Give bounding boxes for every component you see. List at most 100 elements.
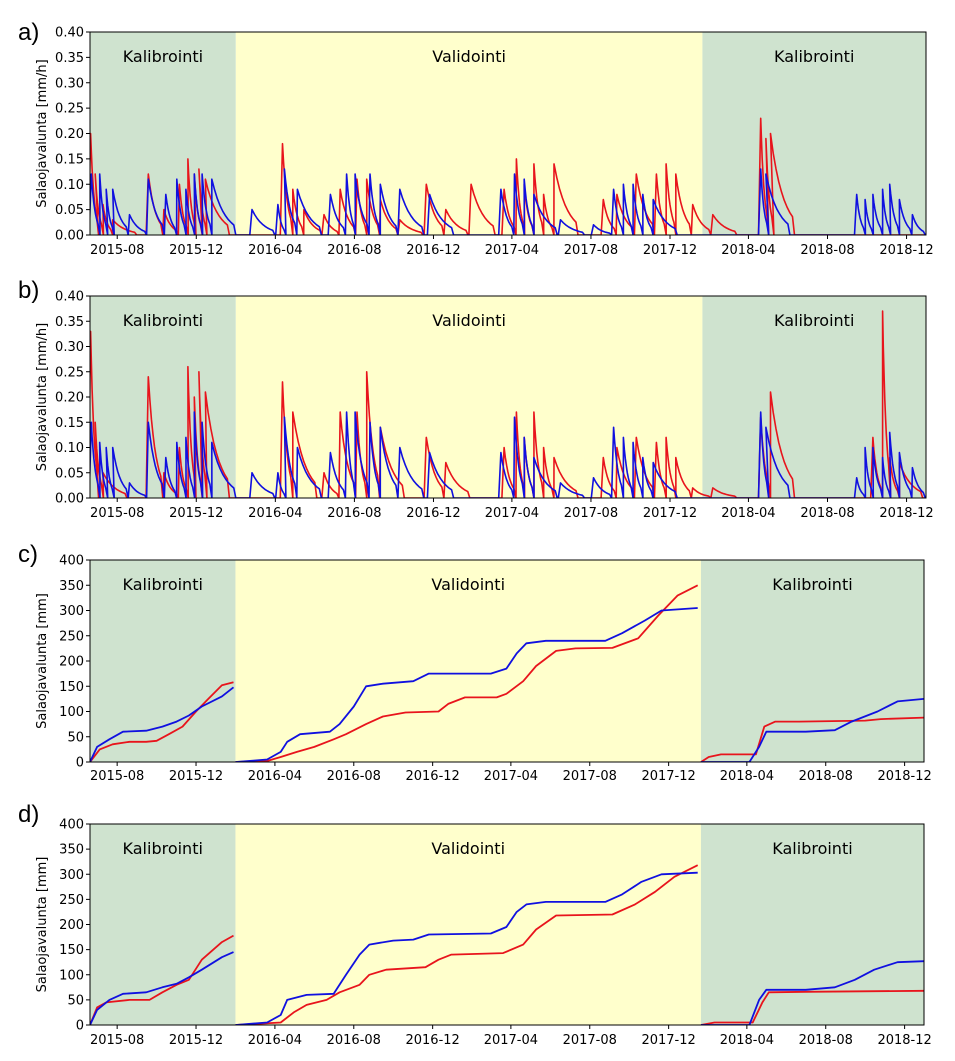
x-tick-label: 2016-08 [327,243,381,258]
period-label-calibration: Kalibrointi [772,575,852,594]
period-band-validation [235,824,701,1025]
y-tick-label: 0.15 [55,152,84,167]
series-line-red-segment-2 [235,864,699,1025]
series-group [90,310,926,498]
period-label-calibration: Kalibrointi [123,47,203,66]
chart-panel-2: Kalibrointi Validointi Kalibrointi 0.00 0.05… [18,277,934,521]
x-tick-label: 2016-04 [248,1033,302,1048]
y-tick-label: 300 [59,604,84,619]
x-tick-label: 2016-12 [406,506,460,521]
x-tick-label: 2017-12 [643,243,697,258]
panel-label: c) [18,541,38,568]
y-tick-label: 0.10 [55,441,84,456]
x-tick-label: 2017-04 [485,243,539,258]
y-tick-label: 0.30 [55,76,84,91]
y-tick-label: 100 [59,968,84,983]
series-group [90,117,926,235]
y-tick-label: 0 [76,1019,84,1034]
x-tick-label: 2018-12 [877,769,931,784]
y-tick-label: 0.10 [55,178,84,193]
period-label-calibration: Kalibrointi [123,839,203,858]
series-group [90,584,924,762]
x-tick-label: 2018-04 [720,769,774,784]
x-tick-label: 2018-04 [720,1033,774,1048]
series-line-blue-segment-3 [701,960,924,1025]
y-tick-label: 0.40 [55,290,84,305]
x-tick-label: 2015-08 [90,1033,144,1048]
y-tick-label: 0.35 [55,51,84,66]
y-axis-label: Salaojavalunta [mm/h] [35,59,50,207]
y-tick-label: 400 [59,554,84,569]
x-tick-label: 2015-12 [169,506,223,521]
x-tick-label: 2017-04 [484,1033,538,1048]
x-tick-label: 2016-08 [327,506,381,521]
x-tick-label: 2018-12 [877,1033,931,1048]
period-label-validation: Validointi [432,47,506,66]
y-tick-label: 0.05 [55,466,84,481]
y-tick-label: 200 [59,655,84,670]
x-tick-label: 2017-12 [643,506,697,521]
x-tick-label: 2018-08 [800,506,854,521]
panel-label: d) [18,801,39,828]
y-axis-label: Salaojavalunta [mm/h] [35,323,50,471]
period-label-validation: Validointi [431,575,505,594]
x-tick-label: 2017-08 [564,506,618,521]
x-tick-label: 2015-12 [169,1033,223,1048]
x-tick-label: 2016-08 [327,1033,381,1048]
x-tick-label: 2018-12 [879,243,933,258]
y-tick-label: 50 [67,993,84,1008]
y-tick-label: 300 [59,868,84,883]
series-line-blue [90,411,926,498]
series-line-blue-segment-2 [235,607,698,762]
period-label-validation: Validointi [432,311,506,330]
y-tick-label: 0.25 [55,102,84,117]
period-label-calibration: Kalibrointi [123,575,203,594]
series-group [90,864,924,1025]
period-label-validation: Validointi [431,839,505,858]
x-tick-label: 2018-08 [799,1033,853,1048]
x-tick-label: 2017-08 [564,243,618,258]
y-tick-label: 50 [67,730,84,745]
x-tick-label: 2017-12 [641,769,695,784]
x-tick-label: 2017-04 [485,506,539,521]
chart-panel-1: Kalibrointi Validointi Kalibrointi 0.00 0.05… [18,19,934,258]
period-band-calibration [700,560,924,762]
y-tick-label: 0.00 [55,229,84,244]
y-tick-label: 350 [59,843,84,858]
y-tick-label: 150 [59,680,84,695]
x-tick-label: 2018-04 [721,506,775,521]
panel-label: b) [18,277,39,304]
y-tick-label: 0.20 [55,391,84,406]
y-tick-label: 200 [59,918,84,933]
series-line-red-segment-2 [235,584,699,762]
x-tick-label: 2018-08 [799,769,853,784]
x-tick-label: 2016-12 [405,1033,459,1048]
x-tick-label: 2017-12 [641,1033,695,1048]
panel-label: a) [18,19,39,46]
y-tick-label: 0.30 [55,340,84,355]
x-tick-label: 2018-12 [879,506,933,521]
y-tick-label: 250 [59,893,84,908]
chart-panel-3: Kalibrointi Validointi Kalibrointi 0 50 100 15… [18,541,932,784]
x-tick-label: 2016-04 [248,769,302,784]
series-line-red-segment-3 [700,716,924,762]
x-tick-label: 2016-12 [406,243,460,258]
y-tick-label: 0.40 [55,26,84,41]
period-band-validation [235,296,703,498]
x-tick-label: 2017-08 [563,769,617,784]
y-tick-label: 350 [59,579,84,594]
y-tick-label: 0.05 [55,203,84,218]
series-line-blue-segment-2 [235,871,698,1025]
y-tick-label: 0.15 [55,416,84,431]
y-axis-label: Salaojavalunta [mm] [35,593,50,729]
period-label-calibration: Kalibrointi [123,311,203,330]
y-tick-label: 0.00 [55,492,84,507]
series-line-blue [90,168,926,235]
period-label-calibration: Kalibrointi [774,311,854,330]
y-axis-label: Salaojavalunta [mm] [35,857,50,993]
y-tick-label: 0.20 [55,127,84,142]
period-band-calibration [90,560,236,762]
x-tick-label: 2015-08 [90,243,144,258]
x-tick-label: 2018-08 [800,243,854,258]
